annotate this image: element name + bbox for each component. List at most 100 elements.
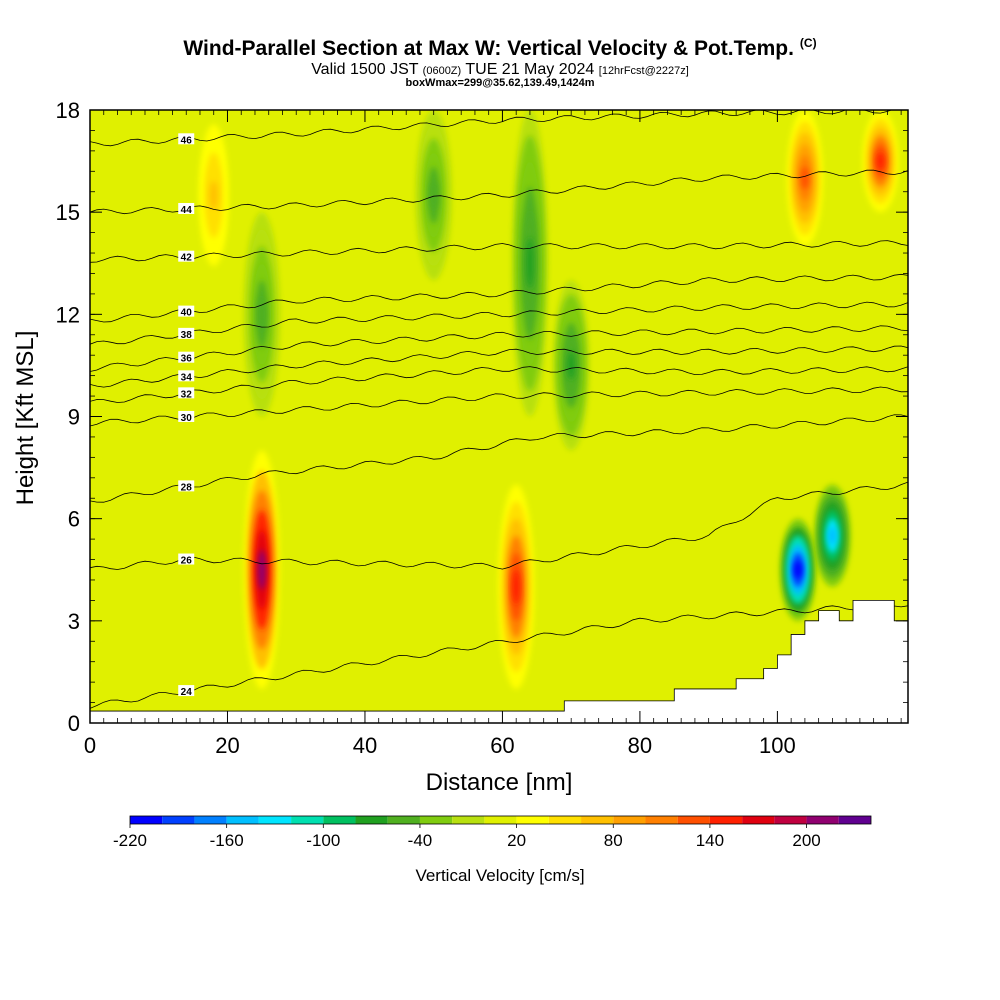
velocity-field [90,110,908,723]
contour-label: 40 [181,308,193,319]
velocity-cell-6 [567,351,576,380]
x-axis-label: Distance [nm] [426,769,573,796]
colorbar-swatch [226,816,259,824]
colorbar-swatch [162,816,195,824]
colorbar-label: Vertical Velocity [cm/s] [415,866,584,885]
colorbar-swatch [806,816,839,824]
contour-label-bg [178,202,195,214]
contour-label: 42 [181,253,193,264]
velocity-cell-5 [525,237,534,289]
colorbar-swatch [548,816,582,824]
colorbar-tick-label: -160 [210,831,244,850]
y-axis-label: Height [Kft MSL] [12,331,39,506]
theta-contour [90,110,893,147]
colorbar-tick-label: -40 [408,831,433,850]
colorbar-frame [129,815,872,825]
colorbar-swatch [258,816,292,824]
colorbar-swatch [581,816,614,824]
contour-label-bg [178,387,195,399]
theta-contour [90,602,908,709]
colorbar-swatch [323,816,356,824]
contour-label: 46 [181,135,193,146]
colorbar-swatch [355,816,388,824]
contour-label-bg [178,133,195,145]
contour-label: 36 [181,354,193,365]
theta-contour [90,386,908,427]
theta-contour [90,414,908,503]
colorbar-swatch [742,816,775,824]
contour-label-bg [178,250,195,262]
contour-label-bg [178,351,195,363]
contour-label: 30 [181,413,193,424]
colorbar-tick-label: 140 [696,831,724,850]
colorbar-tick-label: -100 [306,831,340,850]
contour-label: 26 [181,556,193,567]
contour-label-bg [178,410,195,422]
velocity-cell-9 [876,152,885,170]
colorbar-swatch [419,816,453,824]
colorbar-swatch [709,816,743,824]
y-tick-label: 6 [68,507,80,532]
contour-label-bg [178,370,195,382]
theta-contour [90,169,908,215]
colorbar-swatch [645,816,678,824]
x-tick-label: 100 [759,733,796,758]
contour-label-bg [178,685,195,697]
velocity-cell-1 [512,569,521,604]
y-tick-label: 0 [68,711,80,736]
y-tick-label: 3 [68,609,80,634]
velocity-cell-8 [800,166,809,190]
y-tick-label: 15 [56,200,80,225]
contour-label: 34 [181,372,193,383]
y-tick-label: 9 [68,405,80,430]
velocity-cell-3 [828,527,837,545]
contour-label: 28 [181,482,193,493]
colorbar-swatch [677,816,710,824]
colorbar-swatch [452,816,485,824]
x-tick-label: 0 [84,733,96,758]
theta-contour [90,366,908,403]
colorbar-swatch [130,816,163,824]
y-tick-label: 12 [56,302,80,327]
contour-label: 32 [181,389,193,400]
theta-contour [90,301,908,345]
contour-label: 44 [181,205,193,216]
colorbar-tick-label: -220 [113,831,147,850]
contour-label: 24 [181,687,193,698]
colorbar-swatch [484,816,517,824]
x-tick-label: 20 [215,733,239,758]
colorbar-swatch [613,816,646,824]
colorbar-swatch [838,816,871,824]
contour-label: 38 [181,330,193,341]
colorbar-tick-label: 200 [792,831,820,850]
velocity-cell-0 [257,549,266,590]
colorbar-tick-label: 20 [507,831,526,850]
colorbar-swatch [387,816,420,824]
contour-label-bg [178,553,195,565]
theta-contour [90,240,908,263]
terrain-mask [90,600,908,723]
contour-label-bg [178,327,195,339]
colorbar-swatch [291,816,324,824]
velocity-cell-10 [209,180,218,210]
x-tick-label: 40 [353,733,377,758]
copyright-tag: (C) [799,36,817,50]
velocity-cell-2 [794,561,803,579]
theta-contour [90,273,908,323]
contour-label-bg [178,305,195,317]
colorbar: -220 -160 -100 -40 20 80 140 200 [113,815,872,850]
theta-contours: 24 26 28 30 32 34 36 38 40 42 44 46 [90,110,908,709]
colorbar-swatch [774,816,807,824]
contour-label-bg [178,480,195,492]
colorbar-swatch [194,816,227,824]
chart-info: boxWmax=299@35.62,139.49,1424m [405,77,595,89]
theta-contour [90,481,908,570]
x-tick-label: 60 [490,733,514,758]
terrain [90,600,908,723]
chart-title: Wind-Parallel Section at Max W: Vertical… [183,36,817,60]
velocity-cell-4 [429,180,438,210]
chart-subtitle: Valid 1500 JST (0600Z) TUE 21 May 2024 [… [311,61,689,78]
theta-contour [90,345,908,388]
